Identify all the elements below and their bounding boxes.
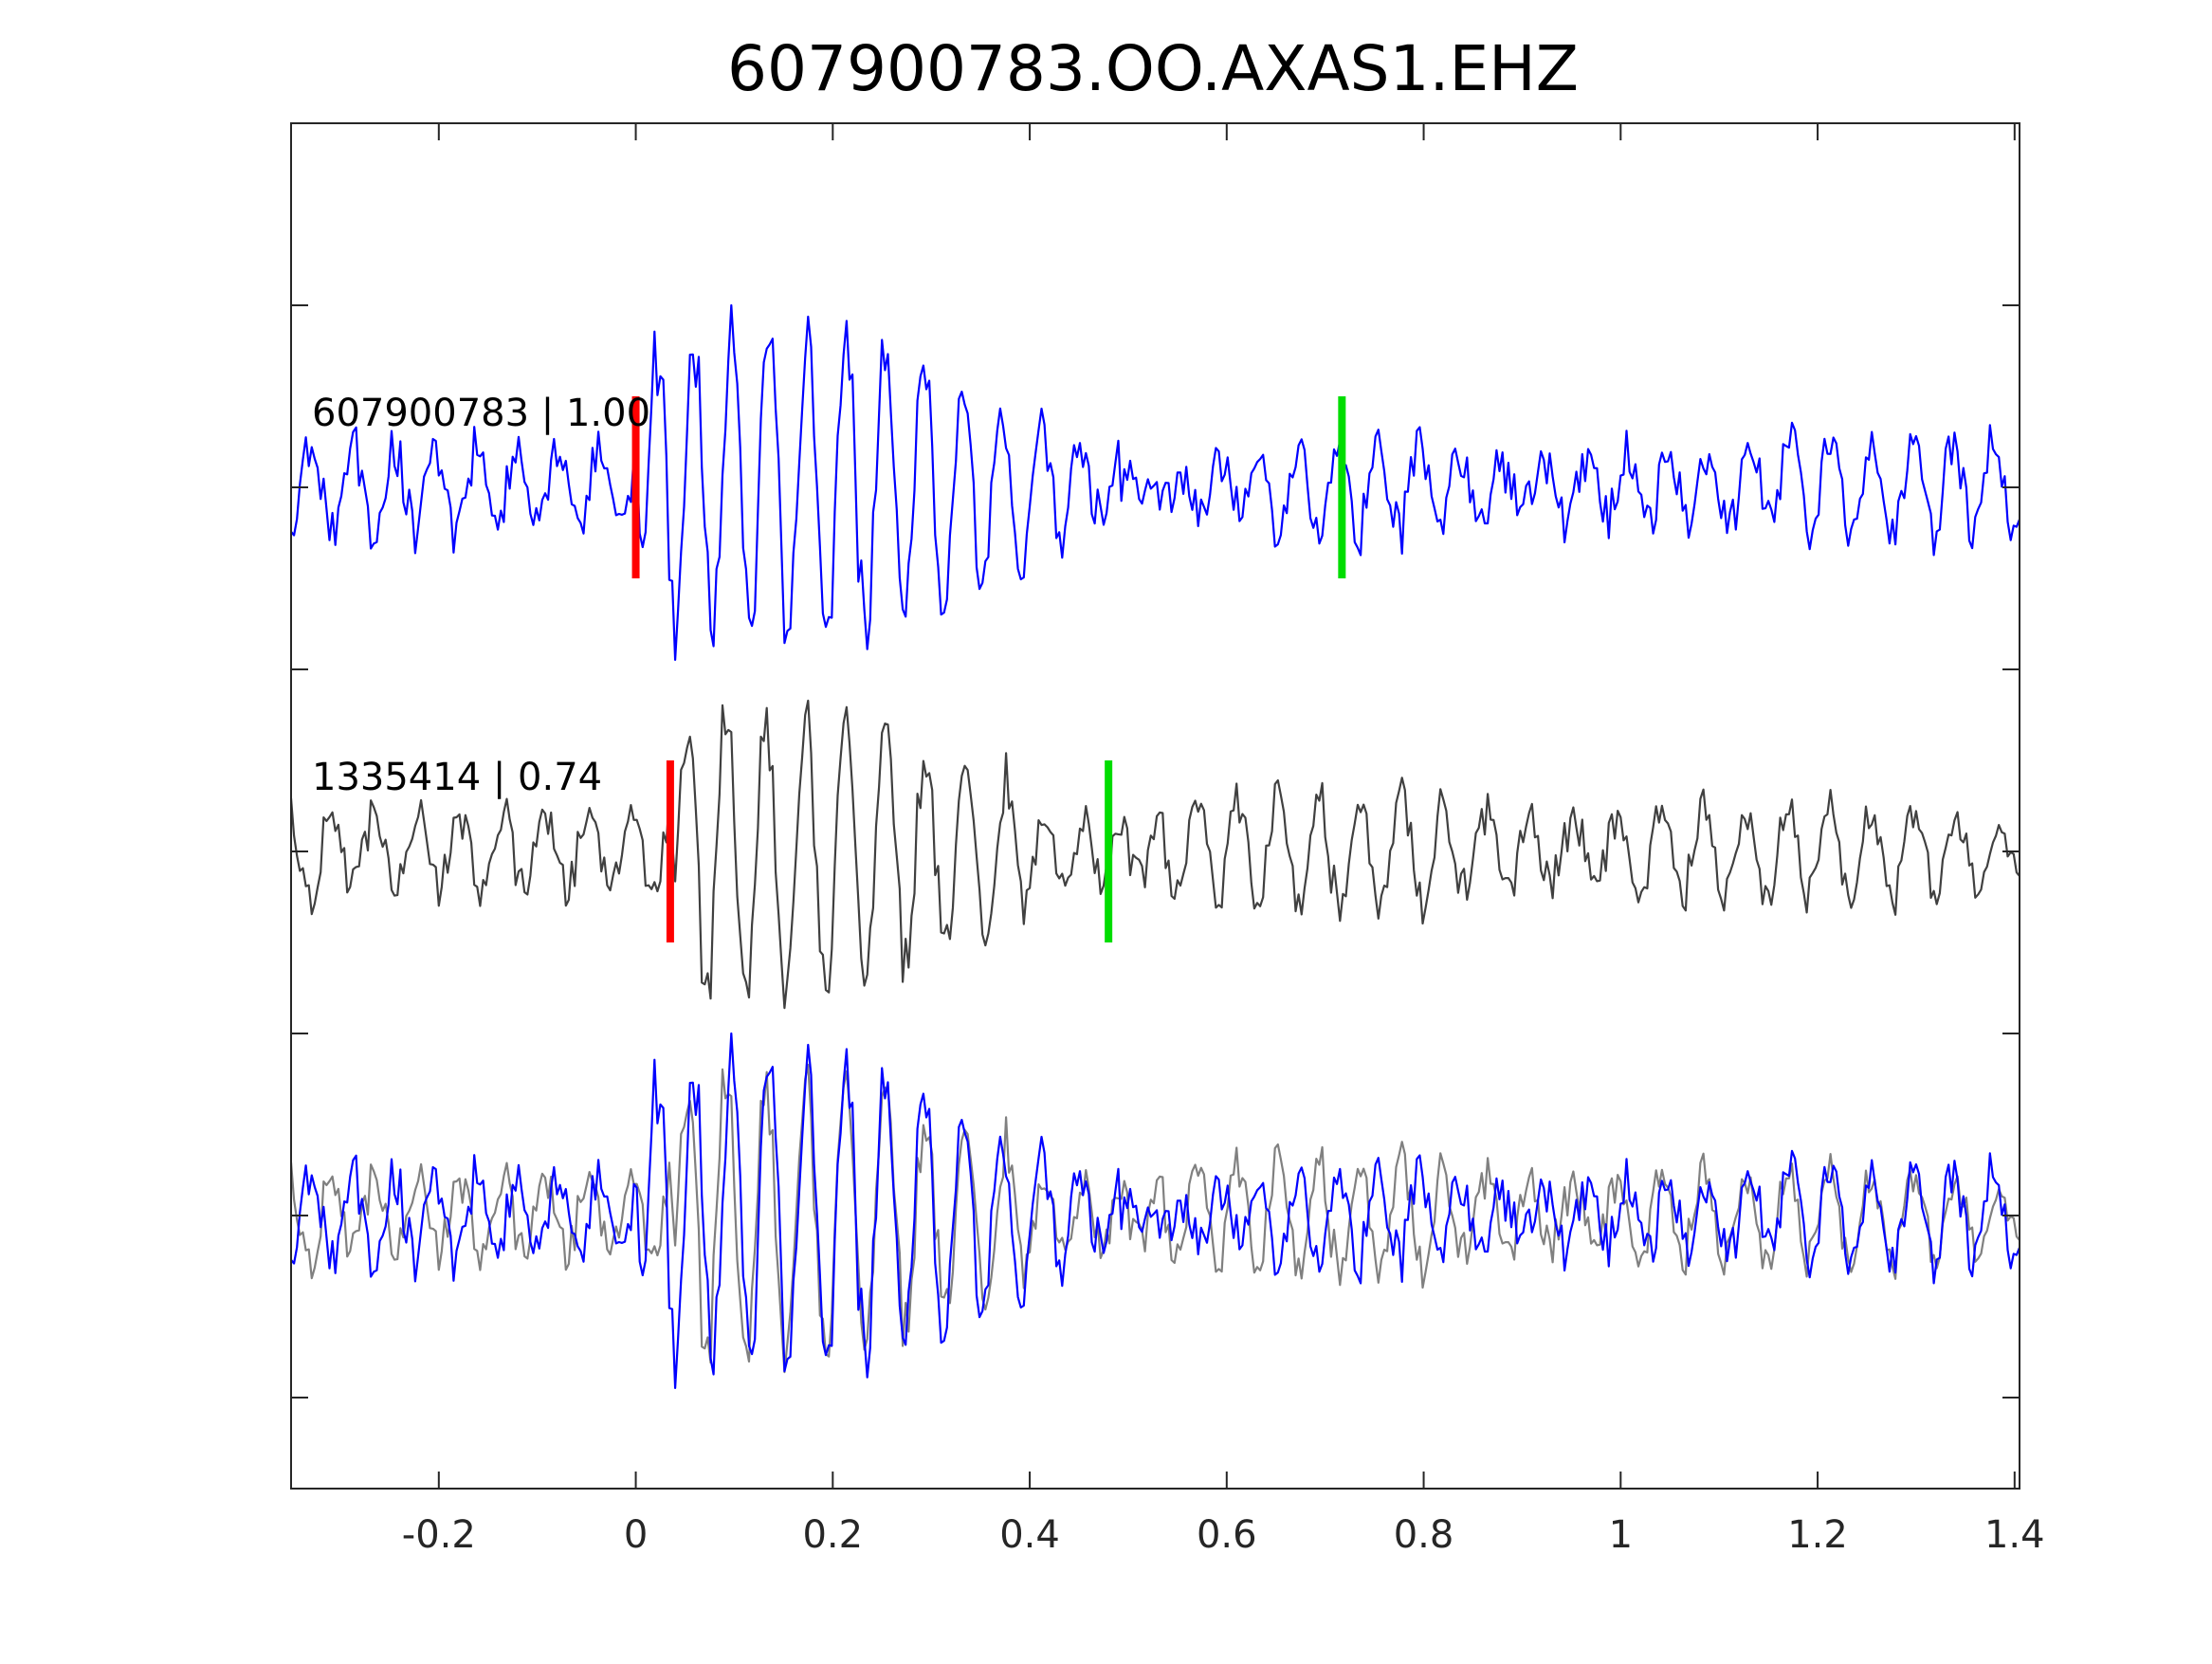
trace-label-607900783: 607900783 | 1.00 xyxy=(312,392,650,435)
trace-label-1335414: 1335414 | 0.74 xyxy=(312,756,602,799)
x-tick-label: 0.4 xyxy=(999,1513,1060,1557)
plot-frame xyxy=(290,122,2020,1490)
trace-607900783 xyxy=(290,303,2021,662)
overlay-trace-607900783 xyxy=(290,1032,2021,1390)
x-tick-label: 1.2 xyxy=(1787,1513,1848,1557)
traces-layer xyxy=(289,303,2021,1390)
x-tick-label: 0.8 xyxy=(1394,1513,1454,1557)
chart-title: 607900783.OO.AXAS1.EHZ xyxy=(727,32,1579,105)
picks-layer xyxy=(631,396,1346,942)
x-tick-label: 1.4 xyxy=(1984,1513,2045,1557)
x-tick-label: -0.2 xyxy=(402,1513,476,1557)
x-tick-label: 0 xyxy=(624,1513,648,1557)
x-tick-label: 0.6 xyxy=(1197,1513,1257,1557)
trace-labels-layer: 607900783 | 1.00 1335414 | 0.74 xyxy=(312,392,650,799)
x-tick-label: 0.2 xyxy=(802,1513,863,1557)
x-tick-label: 1 xyxy=(1609,1513,1633,1557)
axes-layer: -0.2 0 0.2 0.4 0.6 0.8 1 1.2 1.4 xyxy=(290,122,2045,1557)
trace-1335414 xyxy=(289,699,2020,1010)
